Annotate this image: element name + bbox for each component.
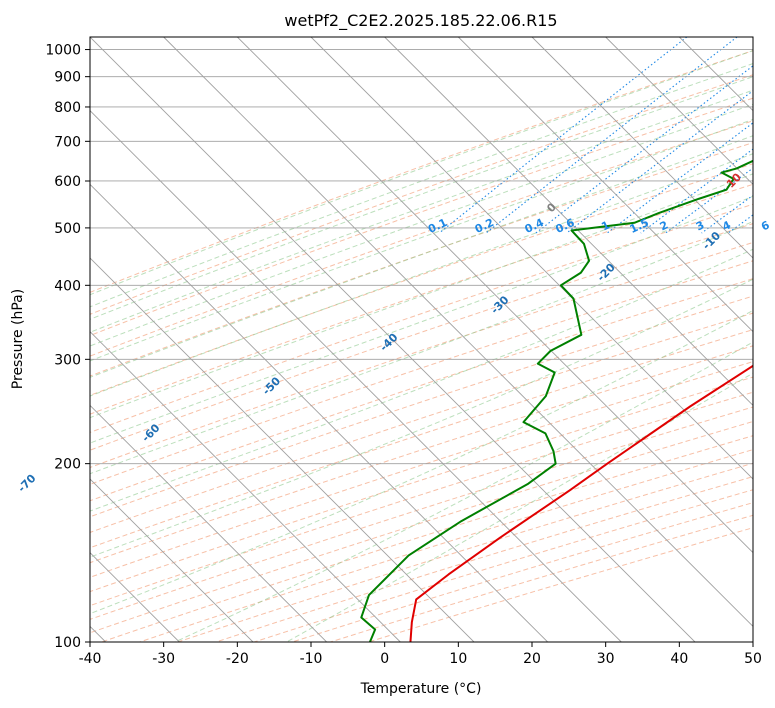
dewpoint-profile (360, 159, 753, 642)
moist-adiabat (90, 118, 753, 362)
y-tick-label: 700 (54, 134, 81, 150)
dry-adiabat (90, 345, 753, 564)
dry-adiabat (90, 361, 753, 578)
y-tick-label: 200 (54, 457, 81, 473)
dry-adiabat (101, 435, 753, 642)
isotherm-line (90, 37, 696, 642)
moist-adiabat (90, 195, 753, 444)
isotherm-line (90, 257, 475, 642)
x-tick-label: 0 (380, 651, 389, 667)
dry-adiabat (90, 203, 753, 433)
dry-adiabat (215, 476, 753, 642)
dry-adiabat (90, 142, 753, 377)
isotherm-line (237, 37, 753, 554)
mixing-ratio-line (767, 37, 775, 233)
isotherm-line (531, 37, 753, 259)
isotherm-line (163, 37, 753, 627)
isotherm-line (458, 37, 753, 333)
isotherm-label: -70 (15, 472, 38, 495)
x-tick-label: 20 (523, 651, 541, 667)
isotherm-line (605, 37, 753, 185)
dry-adiabat (90, 312, 753, 533)
y-tick-label: 1000 (45, 43, 81, 59)
x-tick-label: -20 (226, 651, 249, 667)
mixing-ratio-label: 6 (759, 218, 772, 233)
x-tick-label: -10 (300, 651, 323, 667)
y-tick-label: 100 (54, 635, 81, 651)
dry-adiabat (139, 449, 753, 642)
y-tick-label: 800 (54, 100, 81, 116)
mixing-ratio-line (535, 65, 753, 234)
isotherm-line (90, 110, 622, 642)
dry-adiabat (90, 329, 753, 549)
dry-adiabat (177, 462, 753, 642)
isotherm-line (310, 37, 753, 480)
moist-adiabat (90, 76, 753, 320)
plot-area (90, 37, 753, 642)
dry-adiabat (90, 278, 753, 502)
x-tick-label: 40 (670, 651, 688, 667)
dry-adiabat (90, 241, 753, 469)
y-tick-label: 900 (54, 70, 81, 86)
x-tick-label: -40 (79, 651, 102, 667)
y-tick-label: 500 (54, 221, 81, 237)
moist-adiabat (90, 278, 753, 558)
dry-adiabat (90, 376, 753, 593)
isotherm-line (752, 37, 753, 38)
x-tick-label: -30 (152, 651, 175, 667)
temperature-profile (409, 364, 753, 642)
mixing-ratio-line (438, 37, 688, 234)
x-tick-label: 10 (449, 651, 467, 667)
dry-adiabat (90, 223, 753, 451)
isotherm-line (90, 183, 548, 642)
x-axis-label: Temperature (°C) (360, 681, 482, 697)
moist-adiabat (174, 341, 753, 642)
x-tick-label: 50 (744, 651, 762, 667)
x-tick-label: 30 (597, 651, 615, 667)
y-axis-label: Pressure (hPa) (10, 289, 26, 389)
y-tick-label: 300 (54, 352, 81, 368)
moist-adiabat (90, 173, 753, 419)
y-tick-label: 400 (54, 278, 81, 294)
isotherm-line (90, 331, 401, 642)
moist-adiabat (90, 103, 753, 347)
plot-frame (89, 36, 754, 643)
isotherm-line (90, 478, 254, 642)
mixing-ratio-line (485, 37, 738, 234)
isotherm-line (384, 37, 753, 406)
y-tick-label: 600 (54, 174, 81, 190)
mixing-ratio-line (606, 122, 753, 234)
dry-adiabat (254, 489, 753, 642)
isotherm-line (90, 404, 327, 642)
chart-title: wetPf2_C2E2.2025.185.22.06.R15 (284, 11, 557, 31)
dry-adiabat (90, 183, 753, 415)
